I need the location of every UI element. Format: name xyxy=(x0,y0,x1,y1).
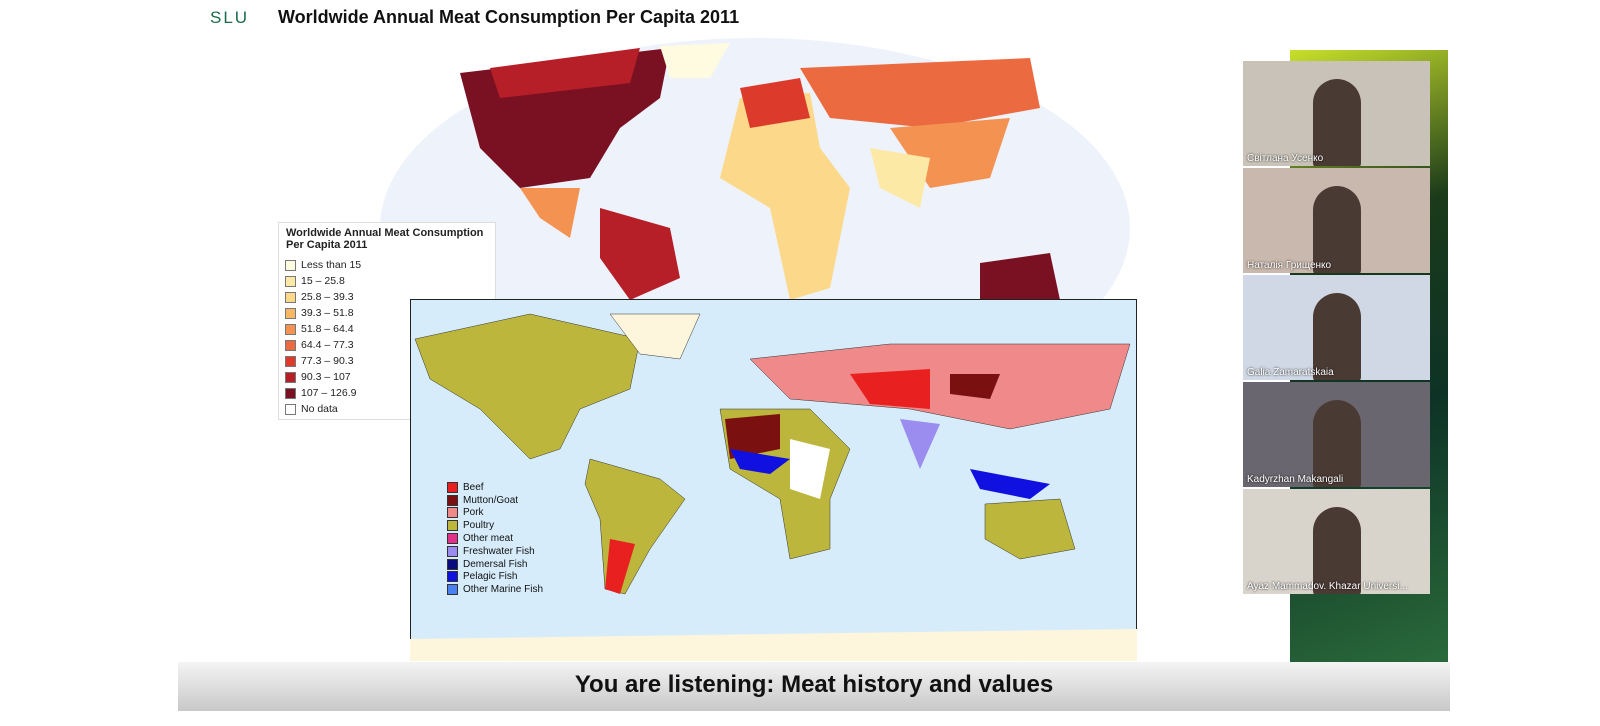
legend-label: 107 – 126.9 xyxy=(301,387,357,399)
legend-bottom: Beef Mutton/Goat Pork Poultry Other meat Fres… xyxy=(447,481,543,596)
legend-item: 39.3 – 51.8 xyxy=(285,305,495,321)
legend-item: 64.4 – 77.3 xyxy=(285,337,495,353)
legend-swatch xyxy=(285,291,296,303)
participant-tile: Ayaz Mammadov. Khazar Universi... xyxy=(1243,489,1430,594)
legend-swatch xyxy=(285,387,296,399)
participant-video xyxy=(1313,186,1361,273)
participant-video xyxy=(1313,507,1361,594)
participant-video xyxy=(1313,79,1361,166)
legend-label: Pelagic Fish xyxy=(463,571,518,583)
participant-name: Ayaz Mammadov. Khazar Universi... xyxy=(1247,581,1408,592)
banner: You are listening: Meat history and valu… xyxy=(178,662,1450,711)
slide-title: Worldwide Annual Meat Consumption Per Ca… xyxy=(278,7,740,27)
legend-label: 77.3 – 90.3 xyxy=(301,355,354,367)
legend-label: Mutton/Goat xyxy=(463,494,519,506)
legend-label: No data xyxy=(301,403,338,415)
legend-label: 51.8 – 64.4 xyxy=(301,323,354,335)
legend-swatch xyxy=(285,371,296,383)
legend-label: Demersal Fish xyxy=(463,558,528,570)
legend-item: 25.8 – 39.3 xyxy=(285,289,495,305)
participant-name: Galia Zamaratskaia xyxy=(1247,367,1334,378)
legend-item: Less than 15 xyxy=(285,257,495,273)
legend-label: 90.3 – 107 xyxy=(301,371,351,383)
logo: SLU xyxy=(210,8,250,27)
legend-label: 15 – 25.8 xyxy=(301,275,345,287)
legend-label: Less than 15 xyxy=(301,259,362,271)
legend-item: Other Marine Fish xyxy=(447,583,543,596)
legend-swatch xyxy=(285,275,296,287)
legend-label: 39.3 – 51.8 xyxy=(301,307,354,319)
legend-label: Freshwater Fish xyxy=(463,545,535,557)
legend-item: Freshwater Fish xyxy=(447,545,543,558)
legend-swatch xyxy=(285,259,296,271)
legend-swatch xyxy=(447,507,458,519)
participant-name: Наталія Грищенко xyxy=(1247,260,1332,271)
participant-name: Світлана Усенко xyxy=(1247,153,1324,164)
legend-item: 51.8 – 64.4 xyxy=(285,321,495,337)
legend-item: No data xyxy=(285,401,495,417)
legend-swatch xyxy=(447,558,458,570)
legend-item: Poultry xyxy=(447,519,543,532)
participant-tile: Kadyrzhan Makangali xyxy=(1243,382,1430,487)
legend-item: Other meat xyxy=(447,532,543,545)
legend-item: 107 – 126.9 xyxy=(285,385,495,401)
legend-title: Worldwide Annual Meat Consumption Per Ca… xyxy=(286,227,484,251)
legend-item: Beef xyxy=(447,481,543,494)
legend-swatch xyxy=(285,323,296,335)
legend-item: 77.3 – 90.3 xyxy=(285,353,495,369)
legend-swatch xyxy=(447,520,458,532)
legend-item: 90.3 – 107 xyxy=(285,369,495,385)
legend-swatch xyxy=(285,403,296,415)
legend-label: Beef xyxy=(463,481,484,493)
legend-swatch xyxy=(285,339,296,351)
legend-label: Pork xyxy=(463,507,484,519)
participant-video xyxy=(1313,400,1361,487)
participant-tile: Світлана Усенко xyxy=(1243,61,1430,166)
legend-item: Pork xyxy=(447,507,543,520)
bottom-map xyxy=(410,299,1137,661)
top-map xyxy=(380,38,1130,300)
participant-tile: Наталія Грищенко xyxy=(1243,168,1430,273)
legend-swatch xyxy=(447,571,458,583)
legend-label: 25.8 – 39.3 xyxy=(301,291,354,303)
legend-item: 15 – 25.8 xyxy=(285,273,495,289)
legend-swatch xyxy=(285,355,296,367)
legend-swatch xyxy=(285,307,296,319)
legend-label: 64.4 – 77.3 xyxy=(301,339,354,351)
legend-label: Other Marine Fish xyxy=(463,584,544,596)
legend-swatch xyxy=(447,545,458,557)
legend-label: Poultry xyxy=(463,520,495,532)
legend-swatch xyxy=(447,584,458,596)
legend-item: Mutton/Goat xyxy=(447,494,543,507)
legend-item: Demersal Fish xyxy=(447,558,543,571)
participant-name: Kadyrzhan Makangali xyxy=(1247,474,1344,485)
legend-swatch xyxy=(447,481,458,493)
participant-tile: Galia Zamaratskaia xyxy=(1243,275,1430,380)
legend-swatch xyxy=(447,494,458,506)
participant-video xyxy=(1313,293,1361,380)
legend-label: Other meat xyxy=(463,533,514,545)
legend-swatch xyxy=(447,533,458,545)
legend-item: Pelagic Fish xyxy=(447,571,543,584)
